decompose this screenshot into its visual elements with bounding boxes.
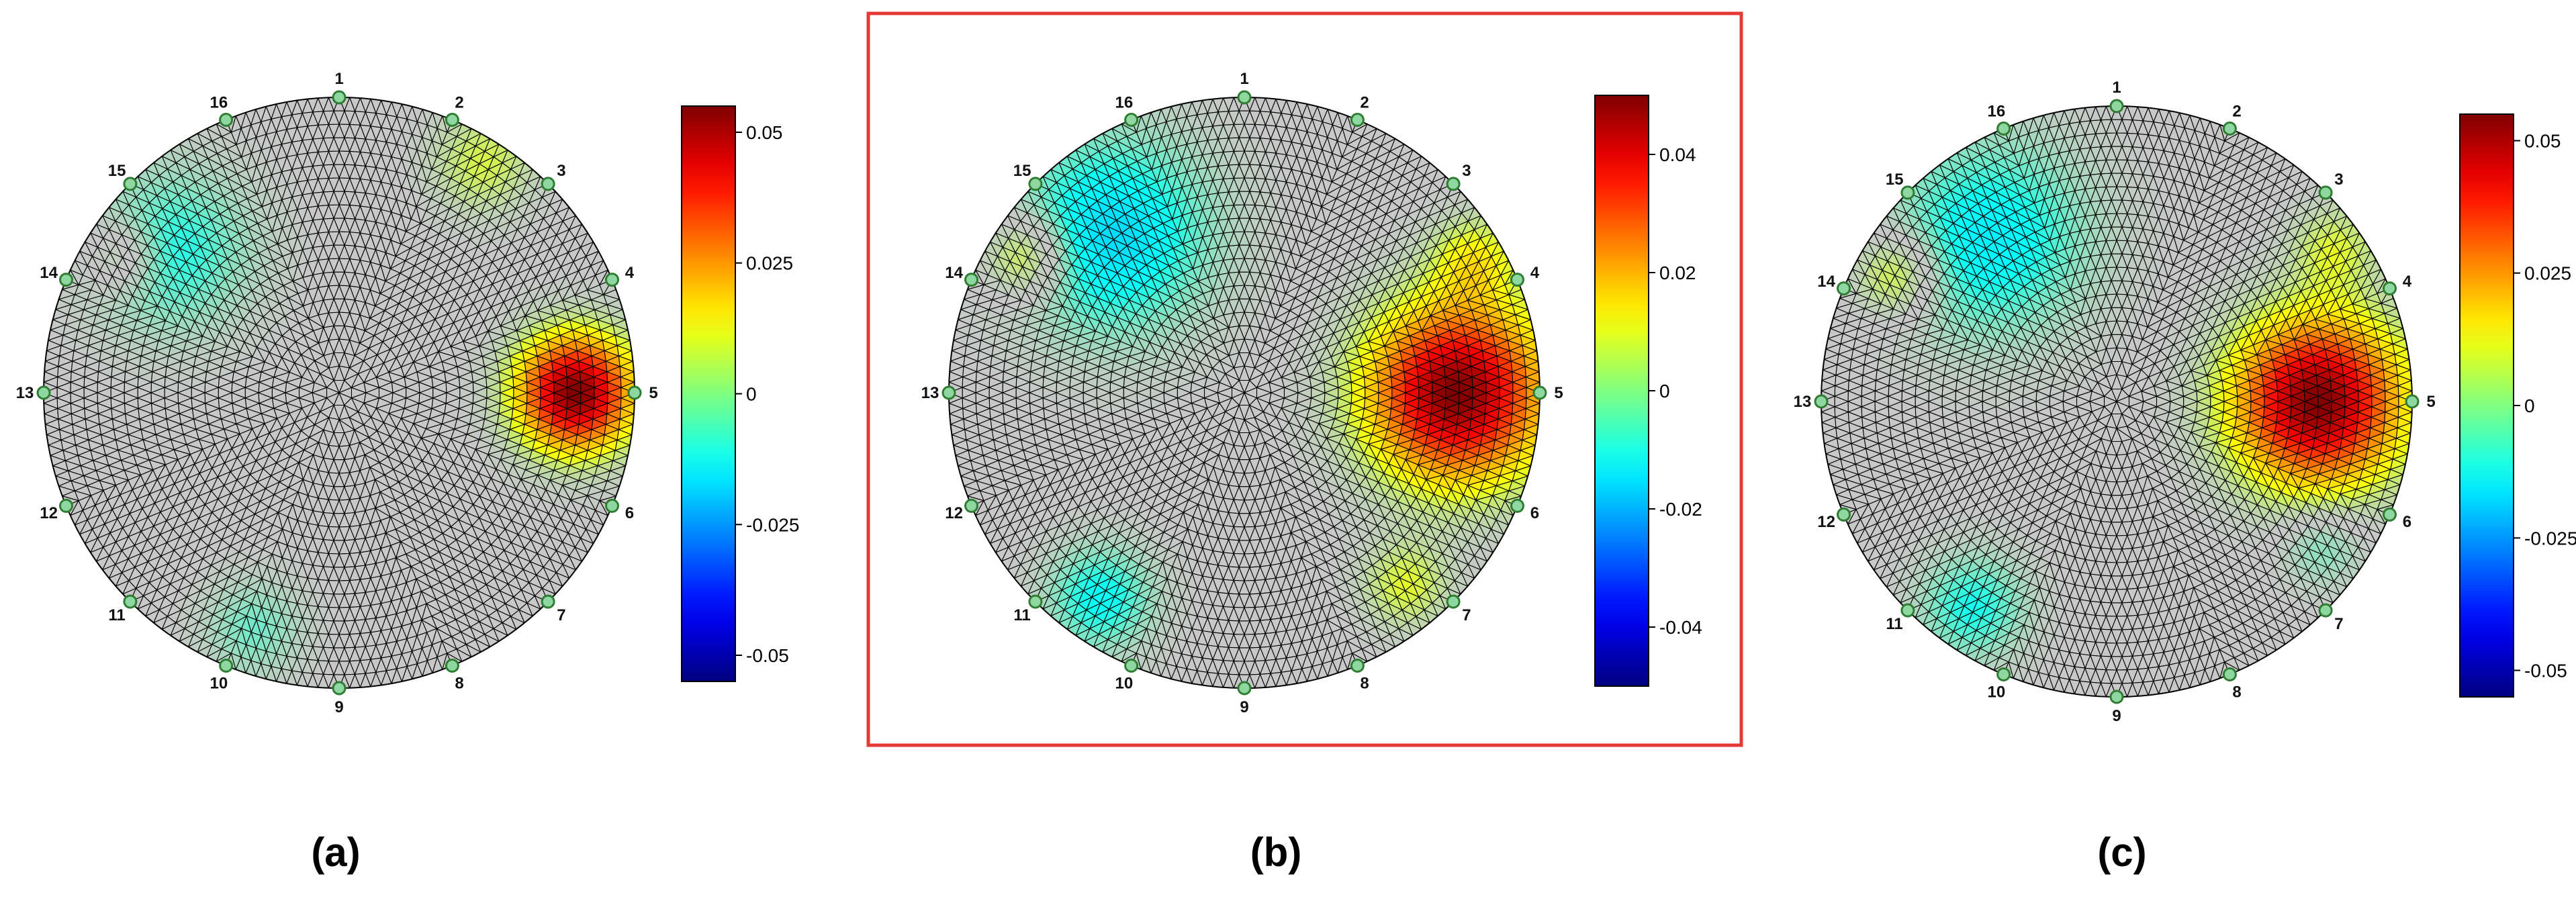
electrode-marker [219,659,234,673]
electrode-label: 16 [210,94,228,112]
electrode-marker [123,594,138,609]
electrode-marker [59,273,73,287]
electrode-marker [332,681,347,696]
electrode-marker [445,659,459,673]
colorbar-tick-label: -0.025 [746,514,799,535]
electrode-marker [445,113,459,127]
electrode-marker [36,385,51,400]
colorbar-tick-label: 0.05 [746,122,783,143]
electrode-label: 14 [40,264,58,282]
colorbar-tick-label: 0.025 [746,253,793,274]
electrode-label: 13 [16,384,34,402]
electrode-label: 6 [625,504,634,522]
electrode-label: 10 [210,674,228,692]
electrode-label: 2 [455,94,463,112]
colorbar-tick-label: -0.05 [746,645,789,666]
panel-2: 123456789101112131415160.040.020-0.02-0.… [866,11,1743,875]
electrode-marker [627,385,642,400]
colorbar-tick-label: 0 [746,384,757,405]
electrode-marker [123,177,138,191]
electrode-marker [332,90,347,105]
electrode-marker [219,113,234,127]
electrode-marker [59,498,73,513]
electrode-label: 9 [334,698,343,716]
panel-1: 123456789101112131415160.050.0250-0.025-… [16,70,800,875]
electrode-label: 1 [334,70,343,88]
electrode-marker [541,177,555,191]
electrode-label: 3 [557,162,565,180]
panel-caption: (a) [311,830,360,875]
electrode-label: 7 [557,606,565,624]
electrode-marker [605,498,619,513]
electrode-label: 8 [455,674,463,692]
colorbar [681,105,736,682]
electrode-label: 5 [649,384,657,402]
electrode-label: 12 [40,504,58,522]
electrode-label: 15 [108,162,126,180]
electrode-label: 11 [108,606,125,624]
electrode-marker [541,594,555,609]
electrode-label: 4 [625,264,635,282]
mesh [43,97,635,689]
electrode-marker [605,273,619,287]
